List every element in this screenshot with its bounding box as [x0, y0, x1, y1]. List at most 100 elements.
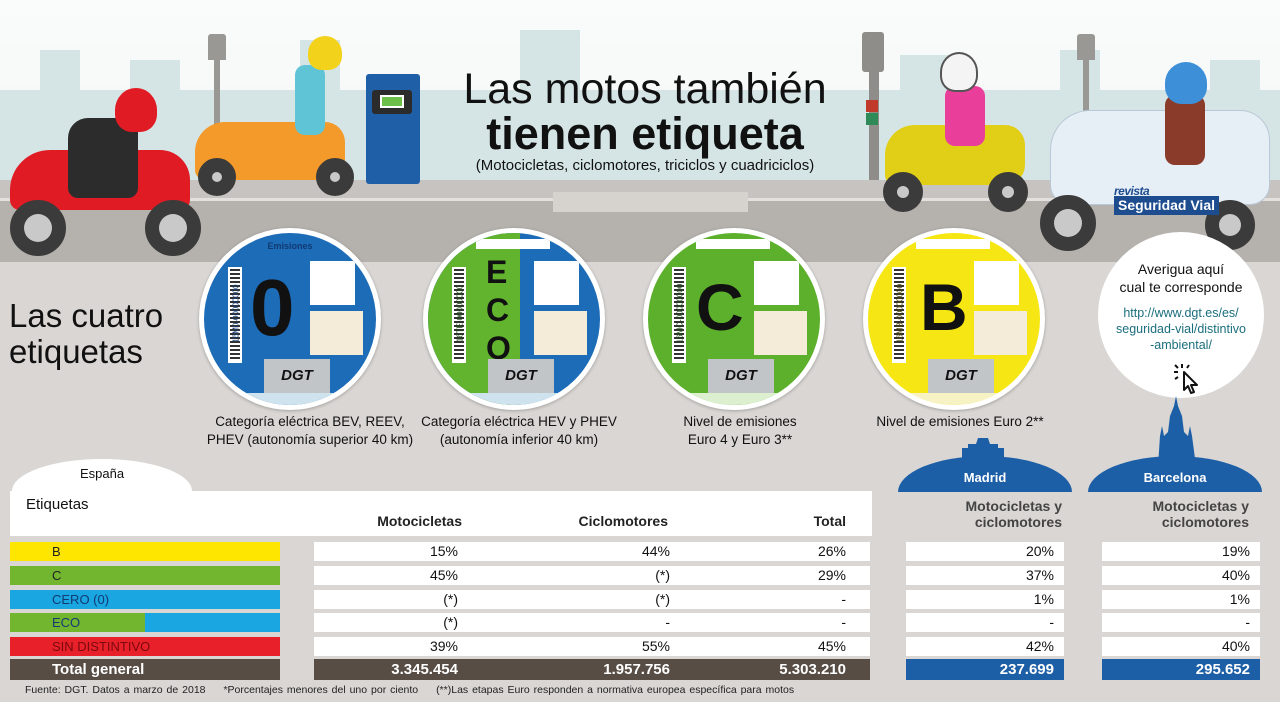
table-cell: (*): [655, 567, 670, 583]
city-table-cell: -: [1245, 614, 1250, 630]
lookup-circle: [1098, 232, 1264, 398]
page-title-line1: Las motos también: [463, 65, 827, 113]
touring-bike-front-wheel: [1040, 195, 1096, 251]
yellow-helmet-icon: [308, 36, 342, 70]
barcode-icon: [892, 267, 906, 363]
sticker-emisiones-label: Emisiones: [267, 241, 313, 251]
label-text: ECO: [52, 615, 81, 630]
city-table-row: 1%: [1102, 590, 1260, 609]
sticker-serial: 16TE-00000000: [455, 284, 465, 343]
sticker-letter: B: [920, 270, 968, 344]
table-row: 15% 44% 26%: [314, 542, 870, 561]
table-row: 39% 55% 45%: [314, 637, 870, 656]
sticker-plate-box: [754, 261, 799, 305]
link-line[interactable]: http://www.dgt.es/es/: [1123, 306, 1239, 320]
dgt-logo: DGT: [264, 359, 330, 393]
section-title-line1: Las cuatro: [9, 297, 164, 334]
city-table-row: 40%: [1102, 566, 1260, 585]
total-cell: 3.345.454: [391, 661, 458, 678]
city-table-cell: 37%: [1025, 567, 1054, 583]
label-bar-sin-distintivo: SIN DISTINTIVO: [10, 637, 280, 656]
sticker-strip: [868, 393, 1040, 405]
skyline-building: [520, 30, 580, 100]
label-text: C: [52, 568, 62, 583]
total-cell: 1.957.756: [603, 661, 670, 678]
table-cell: 55%: [641, 638, 670, 654]
label-bar-total-general: Total general: [10, 659, 280, 680]
caption-line: (autonomía inferior 40 km): [439, 432, 599, 447]
table-cell: -: [665, 614, 670, 630]
sticker-hologram-box: [310, 311, 363, 355]
white-helmet-icon: [940, 52, 978, 92]
caption-line: Nivel de emisiones Euro 2**: [876, 414, 1044, 429]
table-cell: (*): [443, 591, 458, 607]
madrid-column-header: Motocicletas y ciclomotores: [906, 498, 1062, 530]
label-text: SIN DISTINTIVO: [52, 639, 151, 654]
revista-seguridad-vial-logo: revista Seguridad Vial: [1114, 185, 1234, 217]
bottom-margin: [0, 702, 1280, 720]
table-cell: 29%: [817, 567, 846, 583]
header-total: Total: [813, 513, 846, 529]
scooter-rear-wheel: [198, 158, 236, 196]
sticker-caption-cero: Categoría eléctrica BEV, REEV, PHEV (aut…: [195, 413, 425, 449]
yellow-scooter-rider: [945, 86, 985, 146]
city-table-row: 1%: [906, 590, 1064, 609]
sticker-top-bar: [696, 239, 770, 249]
table-cell: 45%: [817, 638, 846, 654]
label-text: B: [52, 544, 61, 559]
sticker-top-bar: [476, 239, 550, 249]
street-lamp: [214, 50, 220, 185]
total-cell: 5.303.210: [779, 661, 846, 678]
blue-helmet-icon: [1165, 62, 1207, 104]
table-row: (*) (*) -: [314, 590, 870, 609]
caption-line: Nivel de emisiones: [683, 414, 797, 429]
city-name-madrid: Madrid: [963, 470, 1007, 485]
header-line: ciclomotores: [974, 514, 1062, 530]
lookup-title-line: cual te corresponde: [1119, 279, 1243, 295]
sticker-eco: 16TE-00000000 ECO DGT: [423, 228, 605, 410]
footnote-asterisk: *Porcentajes menores del uno por ciento: [223, 684, 419, 696]
label-text: Total general: [52, 661, 145, 678]
battery-icon: [380, 95, 404, 108]
link-line[interactable]: seguridad-vial/distintivo: [1116, 322, 1246, 336]
sticker-plate-box: [974, 261, 1019, 305]
barcelona-column-header: Motocicletas y ciclomotores: [1096, 498, 1249, 530]
sticker-cero: Emisiones 16M0-00000000 0 DGT: [199, 228, 381, 410]
table-cell: -: [841, 614, 846, 630]
sticker-caption-b: Nivel de emisiones Euro 2**: [860, 413, 1060, 431]
table-cell: 26%: [817, 543, 846, 559]
traffic-light-red: [866, 100, 878, 112]
madrid-landmark-icon: [962, 438, 1004, 464]
dgt-distintivo-link[interactable]: http://www.dgt.es/es/ seguridad-vial/dis…: [1098, 305, 1264, 353]
red-bike-front-wheel: [145, 200, 201, 256]
header-line: Motocicletas y: [1152, 498, 1249, 514]
label-text: CERO (0): [52, 592, 110, 607]
city-table-row: 40%: [1102, 637, 1260, 656]
sticker-letter: C: [696, 270, 744, 344]
dgt-logo: DGT: [488, 359, 554, 393]
city-table-row: 37%: [906, 566, 1064, 585]
city-table-cell: 19%: [1221, 543, 1250, 559]
section-title-line2: etiquetas: [9, 333, 143, 370]
label-bar-eco: ECO: [10, 613, 280, 632]
street-lamp-head: [1077, 34, 1095, 60]
sticker-strip: [648, 393, 820, 405]
city-table-cell: 40%: [1221, 567, 1250, 583]
yellow-scooter-front-wheel: [988, 172, 1028, 212]
label-bar-b: B: [10, 542, 280, 561]
link-line[interactable]: -ambiental/: [1150, 338, 1212, 352]
footnote-source: Fuente: DGT. Datos a marzo de 2018: [25, 684, 206, 696]
city-total-row: 237.699: [906, 659, 1064, 680]
city-table-cell: -: [1049, 614, 1054, 630]
city-table-row: 19%: [1102, 542, 1260, 561]
table-header: [10, 491, 872, 536]
sticker-serial: 16MB-00000000: [895, 283, 905, 344]
sticker-serial: 16M0-00000000: [231, 284, 241, 343]
table-row: 45% (*) 29%: [314, 566, 870, 585]
orange-scooter-rider: [295, 65, 325, 135]
table-row: (*) - -: [314, 613, 870, 632]
city-table-cell: 40%: [1221, 638, 1250, 654]
dgt-logo: DGT: [708, 359, 774, 393]
table-cell: -: [841, 591, 846, 607]
red-bike-rear-wheel: [10, 200, 66, 256]
